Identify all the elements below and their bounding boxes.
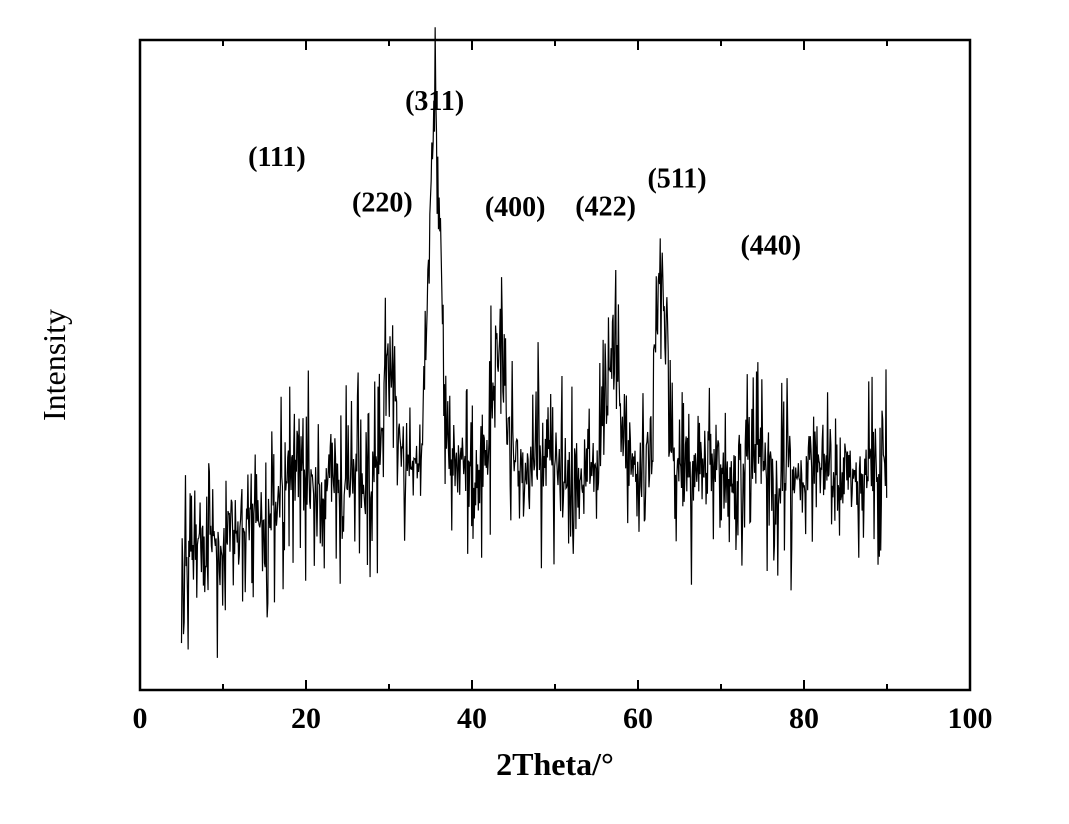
x-tick-label: 80 — [789, 702, 819, 735]
peak-label: (311) — [405, 86, 464, 117]
x-tick-label: 0 — [133, 702, 148, 735]
x-tick-label: 60 — [623, 702, 653, 735]
peak-label: (400) — [485, 192, 546, 223]
peak-label: (220) — [352, 188, 413, 219]
xrd-chart: 0 20 40 60 80 100 2Theta/° Intensity (111) (220) (… — [0, 0, 1069, 824]
y-axis-label: Intensity — [36, 309, 72, 421]
peak-label: (111) — [248, 142, 306, 173]
x-tick-label: 40 — [457, 702, 487, 735]
chart-svg: 0 20 40 60 80 100 2Theta/° Intensity (111) (220) (… — [0, 0, 1069, 824]
x-tick-label: 100 — [948, 702, 993, 735]
x-tick-label: 20 — [291, 702, 321, 735]
peak-label: (511) — [647, 163, 706, 194]
peak-label: (422) — [575, 191, 636, 222]
x-axis-label: 2Theta/° — [496, 746, 614, 782]
peak-label: (440) — [740, 230, 801, 261]
